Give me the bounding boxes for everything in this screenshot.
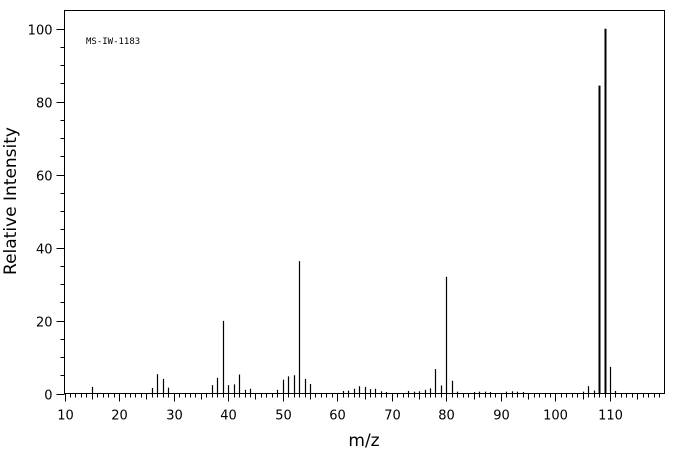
x-tick-label: 30 (166, 409, 183, 424)
x-tick-label: 70 (384, 409, 401, 424)
y-axis-ticks: 0 20 40 60 80 100 (28, 24, 65, 404)
x-tick-label: 100 (543, 409, 568, 424)
plot-frame (64, 10, 665, 394)
x-tick-label: 10 (57, 409, 74, 424)
x-axis-ticks: 10 20 30 40 50 60 70 80 90 100 110 (57, 393, 623, 424)
x-tick-label: 50 (275, 409, 292, 424)
y-tick-label: 0 (44, 389, 52, 404)
peaks (91, 28, 617, 394)
minor-ticks (60, 47, 660, 400)
x-tick-label: 60 (329, 409, 346, 424)
x-tick-label: 40 (220, 409, 237, 424)
y-axis-title: Relative Intensity (1, 127, 21, 275)
x-axis-title: m/z (348, 431, 379, 451)
spectrum-code-label: MS-IW-1183 (86, 37, 140, 47)
y-tick-label: 60 (36, 170, 53, 185)
x-tick-label: 80 (438, 409, 455, 424)
y-tick-label: 100 (28, 24, 53, 39)
y-tick-label: 40 (36, 243, 53, 258)
x-tick-label: 110 (598, 409, 623, 424)
x-tick-label: 90 (493, 409, 510, 424)
y-tick-label: 80 (36, 97, 53, 112)
y-tick-label: 20 (36, 316, 53, 331)
x-tick-label: 20 (111, 409, 128, 424)
